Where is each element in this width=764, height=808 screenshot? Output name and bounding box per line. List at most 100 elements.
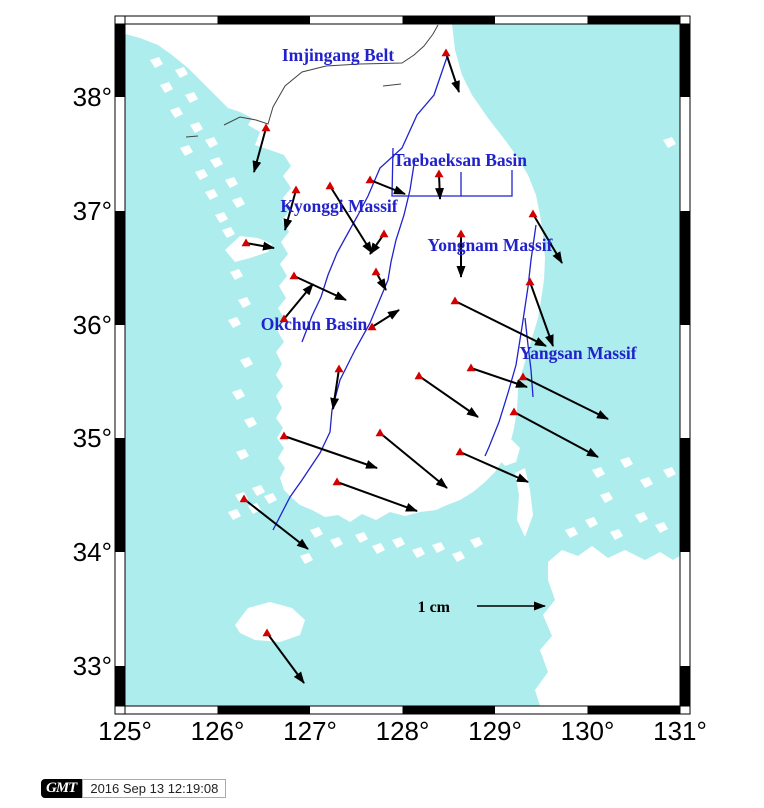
islet — [655, 522, 668, 533]
scale-label: 1 cm — [418, 599, 451, 616]
velocity-arrow — [243, 498, 309, 550]
velocity-arrow — [283, 435, 378, 469]
islet — [578, 597, 591, 608]
station-triangle — [325, 181, 335, 190]
islet — [610, 529, 623, 540]
landmass — [235, 602, 305, 642]
islet — [585, 517, 598, 528]
station-triangle — [261, 123, 271, 132]
landmass — [535, 546, 680, 706]
islet — [372, 543, 385, 554]
x-axis-tick-label: 130° — [561, 716, 615, 746]
gps-station-vector — [279, 283, 314, 323]
frame-band — [679, 23, 691, 707]
velocity-arrow — [435, 173, 445, 200]
gps-station-vector — [289, 271, 347, 301]
landmass — [125, 24, 545, 522]
gps-station-vector — [279, 431, 378, 469]
gps-station-vector — [434, 169, 445, 200]
islet — [663, 467, 676, 478]
gps-station-vector — [518, 372, 609, 420]
islet — [252, 485, 265, 496]
gps-station-vector — [375, 428, 448, 489]
velocity-arrow — [369, 233, 385, 255]
gps-station-vector — [365, 175, 406, 195]
y-axis-tick-label: 38° — [73, 82, 112, 112]
velocity-arrow — [522, 376, 609, 420]
islet — [230, 269, 243, 280]
x-axis-tick-label: 126° — [191, 716, 245, 746]
station-triangle — [334, 364, 344, 373]
region-label: Yongnam Massif — [428, 235, 553, 255]
gps-station-vector — [414, 371, 479, 418]
islet — [228, 509, 241, 520]
islet — [310, 527, 323, 538]
islet — [195, 169, 208, 180]
station-triangle — [456, 229, 466, 238]
islet — [232, 197, 245, 208]
islet — [225, 177, 238, 188]
gps-station-vector — [456, 229, 466, 278]
frame-corner — [679, 15, 691, 25]
islet — [205, 189, 218, 200]
region-label: Okchun Basin — [261, 314, 368, 334]
islet — [160, 82, 173, 93]
velocity-arrow — [445, 52, 460, 93]
gps-station-vector — [441, 48, 460, 93]
gps-station-vector — [525, 277, 554, 347]
station-triangle — [332, 477, 342, 486]
station-triangle — [455, 447, 465, 456]
station-triangle — [241, 238, 251, 247]
station-triangle — [525, 277, 535, 286]
islet — [180, 145, 193, 156]
y-axis-tick-label: 36° — [73, 310, 112, 340]
gmt-footer: GMT 2016 Sep 13 12:19:08 — [41, 779, 227, 798]
velocity-arrow — [513, 411, 599, 458]
velocity-arrow — [379, 432, 448, 489]
velocity-arrow — [283, 283, 314, 320]
islet — [175, 67, 188, 78]
gps-station-vector — [369, 229, 389, 255]
gps-vectors — [239, 48, 609, 684]
frame-band — [114, 23, 126, 707]
islet — [238, 297, 251, 308]
frame-corner — [114, 15, 126, 25]
fault-line — [301, 56, 448, 343]
velocity-arrow — [336, 481, 418, 512]
frame-corner — [679, 705, 691, 715]
velocity-arrow — [529, 281, 554, 347]
islet — [432, 542, 445, 553]
velocity-arrow — [369, 179, 406, 195]
gps-station-vector — [283, 185, 301, 231]
fault-line — [461, 170, 513, 197]
islet — [663, 137, 676, 148]
gmt-logo: GMT — [41, 779, 83, 798]
velocity-arrow — [266, 632, 305, 684]
station-triangle — [441, 48, 451, 57]
fault-line — [391, 147, 462, 197]
gps-station-vector — [332, 477, 418, 512]
station-triangle — [509, 407, 519, 416]
region-label: Kyonggi Massif — [280, 196, 397, 216]
gps-station-vector — [455, 447, 529, 483]
gps-station-vector — [239, 494, 309, 550]
x-axis-tick-label: 128° — [376, 716, 430, 746]
islet — [232, 389, 245, 400]
islet — [190, 122, 203, 133]
map-area — [125, 24, 680, 706]
islet — [452, 551, 465, 562]
region-label: Taebaeksan Basin — [393, 150, 527, 170]
landmass — [515, 468, 533, 537]
x-axis-tick-label: 125° — [98, 716, 152, 746]
gps-station-vector — [325, 181, 373, 254]
map-frame — [114, 15, 691, 715]
border-line — [185, 135, 199, 138]
station-triangle — [279, 431, 289, 440]
fault-line — [524, 317, 534, 398]
velocity-arrow — [329, 185, 373, 254]
station-triangle — [414, 371, 424, 380]
islet — [470, 537, 483, 548]
frame-corner — [114, 705, 126, 715]
velocity-arrow — [283, 189, 297, 231]
